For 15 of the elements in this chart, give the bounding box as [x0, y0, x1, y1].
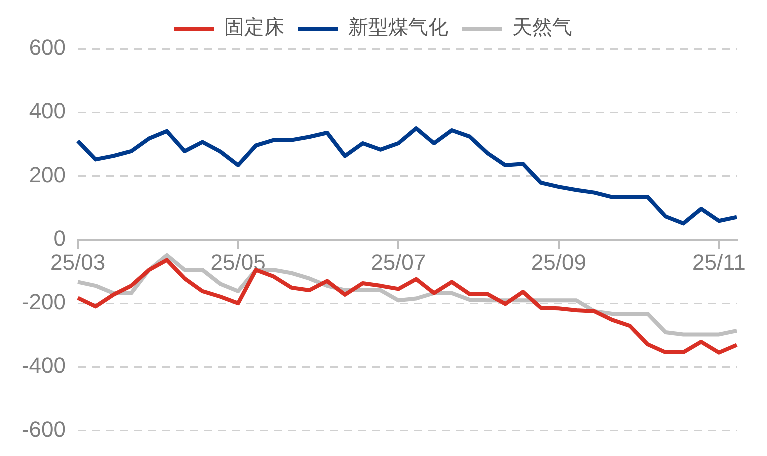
x-tick-label: 25/09 — [531, 250, 586, 276]
legend-label: 固定床 — [224, 15, 284, 40]
x-tick-label: 25/11 — [692, 250, 746, 276]
y-tick-label: 400 — [29, 98, 66, 124]
y-tick-label: -200 — [22, 290, 66, 315]
y-tick-label: -600 — [22, 416, 66, 442]
y-tick-label: -400 — [22, 353, 66, 378]
x-tick-label: 25/07 — [371, 250, 426, 276]
legend-label: 新型煤气化 — [348, 15, 448, 40]
y-tick-label: 0 — [54, 226, 66, 251]
y-tick-label: 600 — [29, 35, 66, 60]
x-tick-label: 25/05 — [210, 250, 266, 276]
y-tick-label: 200 — [29, 162, 66, 188]
legend-label: 天然气 — [512, 15, 572, 40]
x-tick-label: 25/03 — [50, 250, 106, 276]
